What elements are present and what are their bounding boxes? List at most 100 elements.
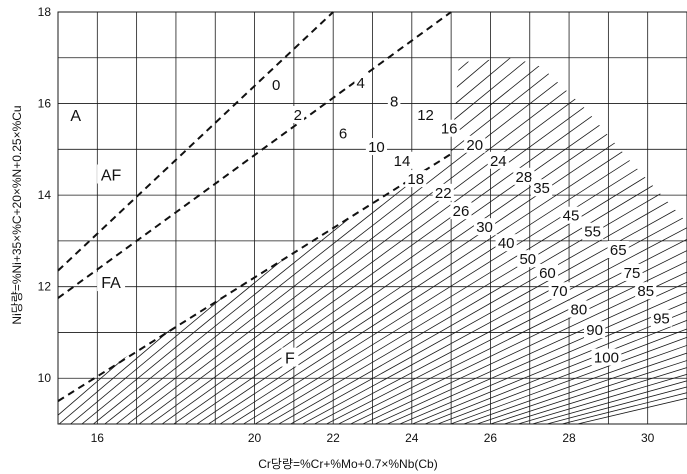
ferrite-number-bg [517,250,539,268]
region-label-bg [97,272,126,292]
iso-ferrite-line [81,57,687,425]
ferrite-number-bg [269,76,283,94]
grid [57,11,687,425]
region-label-f: F [285,351,295,368]
iso-ferrite-line [444,342,687,425]
region-label-a: A [70,108,81,125]
ferrite-number-labels: 0246810121416182022242628303540455055606… [269,73,673,367]
ferrite-number-label: 55 [584,224,601,241]
region-label-fa: FA [101,275,121,292]
iso-ferrite-line [58,57,687,425]
ferrite-number-label: 95 [653,311,670,328]
iso-ferrite-line [499,379,687,425]
y-tick-label: 16 [38,97,52,111]
ferrite-number-bg [513,167,535,185]
ferrite-number-bg [568,300,590,318]
iso-ferrite-line [301,211,687,425]
ferrite-number-bg [473,218,496,236]
ferrite-number-label: 75 [624,265,641,282]
ferrite-number-bg [291,106,305,123]
iso-ferrite-line [58,57,687,425]
iso-ferrite-line [466,358,687,425]
iso-ferrite-line [290,198,687,425]
iso-ferrite-line [345,257,687,425]
iso-ferrite-line [356,268,687,425]
ferrite-number-label: 2 [294,107,302,124]
iso-ferrite-line [433,334,687,425]
ferrite-number-bg [432,183,454,201]
ferrite-number-bg [336,124,350,142]
ferrite-number-label: 18 [407,171,424,188]
ferrite-number-label: 45 [563,208,580,225]
ferrite-number-bg [607,241,629,259]
ferrite-number-bg [635,282,657,300]
ferrite-number-bg [438,119,460,137]
ferrite-number-bg [621,263,643,281]
ferrite-number-bg [387,92,401,110]
region-label-bg [97,164,126,184]
x-axis-title: Cr당량=%Cr+%Mo+0.7×%Nb(Cb) [258,457,437,471]
ferrite-number-label: 8 [390,93,398,110]
iso-ferrite-line [323,234,687,425]
ferrite-number-bg [405,170,427,188]
ferrite-number-label: 16 [441,121,458,138]
iso-ferrite-line [279,185,687,425]
ferrite-number-bg [582,222,604,240]
x-tick-label: 30 [641,431,655,445]
ferrite-number-bg [591,348,622,366]
y-tick-label: 10 [38,371,52,385]
y-tick-labels: 10 12 14 16 18 [38,5,52,385]
iso-ferrite-line [400,308,687,425]
ferrite-number-label: 12 [417,107,434,124]
ferrite-number-label: 50 [519,251,536,268]
boundary-af-fa [57,11,452,299]
iso-ferrite-line [389,298,687,425]
ferrite-number-label: 4 [357,75,365,92]
ferrite-number-label: 26 [453,203,470,220]
ferrite-number-label: 80 [571,302,588,319]
y-tick-label: 14 [38,188,52,202]
hatch-lines [58,57,687,425]
ferrite-number-label: 22 [435,185,452,202]
boundary-a-af [57,11,334,272]
ferrite-number-label: 14 [394,153,411,170]
y-axis-title: Ni당량=%Ni+35×%C+20×%N+0.25×%Cu [10,105,24,324]
ferrite-number-bg [450,202,472,220]
ferrite-number-bg [464,135,486,153]
x-tick-label: 28 [562,431,576,445]
ferrite-number-bg [495,234,517,252]
region-label-af: AF [101,168,122,185]
region-label-bg [67,105,85,124]
ferrite-number-bg [391,151,413,169]
x-tick-labels: 16 20 22 24 26 28 30 [91,431,655,445]
plot-frame [57,11,687,425]
phase-boundaries [57,11,452,402]
ferrite-number-bg [560,206,582,224]
x-tick-label: 26 [484,431,498,445]
ferrite-number-label: 24 [490,153,507,170]
iso-ferrite-line [455,350,687,425]
iso-ferrite-line [334,246,687,425]
ferrite-number-bg [584,321,606,339]
ferrite-number-label: 30 [476,219,493,236]
iso-ferrite-line [367,278,687,425]
ferrite-number-label: 10 [368,139,385,156]
ferrite-number-label: 90 [586,322,603,339]
boundary-fa-f [57,153,452,402]
iso-ferrite-line [125,57,687,425]
ferrite-number-bg [530,179,553,197]
ferrite-number-bg [414,106,437,123]
ferrite-number-bg [354,73,368,91]
iso-ferrite-line [378,288,687,425]
ferrite-number-label: 6 [339,125,347,142]
ferrite-number-label: 20 [466,137,483,154]
x-tick-label: 16 [91,431,105,445]
region-label-bg [281,347,299,367]
x-tick-label: 24 [405,431,419,445]
ferrite-number-label: 65 [610,242,627,259]
x-tick-label: 22 [327,431,341,445]
iso-ferrite-line [213,102,687,425]
ferrite-number-label: 0 [272,77,280,94]
iso-ferrite-line [235,131,687,425]
